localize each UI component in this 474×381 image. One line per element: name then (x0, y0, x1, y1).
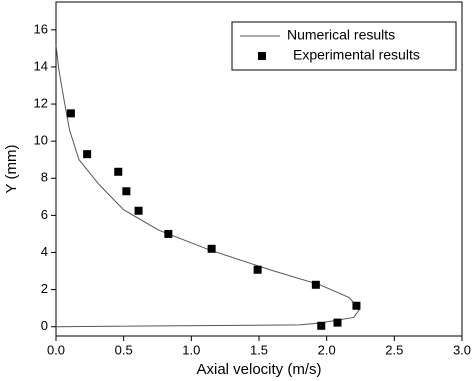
legend-marker (258, 52, 266, 60)
data-point (83, 150, 92, 159)
y-tick-label: 0 (41, 318, 48, 333)
legend-label: Numerical results (287, 27, 395, 43)
x-axis-title: Axial velocity (m/s) (196, 361, 321, 378)
data-point (317, 321, 326, 330)
y-axis-title: Y (mm) (3, 145, 20, 194)
x-tick-label: 1.0 (182, 342, 200, 357)
y-tick-label: 12 (34, 95, 48, 110)
legend-label: Experimental results (293, 47, 420, 63)
x-tick-label: 0.5 (115, 342, 133, 357)
data-point (333, 318, 342, 327)
x-tick-label: 2.5 (385, 342, 403, 357)
data-point (253, 265, 262, 274)
x-tick-label: 3.0 (453, 342, 471, 357)
data-point (66, 109, 75, 118)
y-tick-label: 2 (41, 281, 48, 296)
data-point (311, 280, 320, 289)
legend-box (231, 21, 457, 71)
data-point (134, 206, 143, 215)
y-tick-label: 4 (41, 244, 48, 259)
data-point (164, 229, 173, 238)
y-tick-label: 16 (34, 21, 48, 36)
data-point (352, 301, 361, 310)
data-point (207, 244, 216, 253)
y-tick-label: 6 (41, 207, 48, 222)
x-tick-label: 1.5 (250, 342, 268, 357)
y-tick-label: 10 (34, 133, 48, 148)
y-tick-label: 14 (34, 58, 48, 73)
y-tick-label: 8 (41, 170, 48, 185)
data-point (114, 167, 123, 176)
data-point (122, 187, 131, 196)
x-tick-label: 2.0 (318, 342, 336, 357)
x-tick-label: 0.0 (47, 342, 65, 357)
